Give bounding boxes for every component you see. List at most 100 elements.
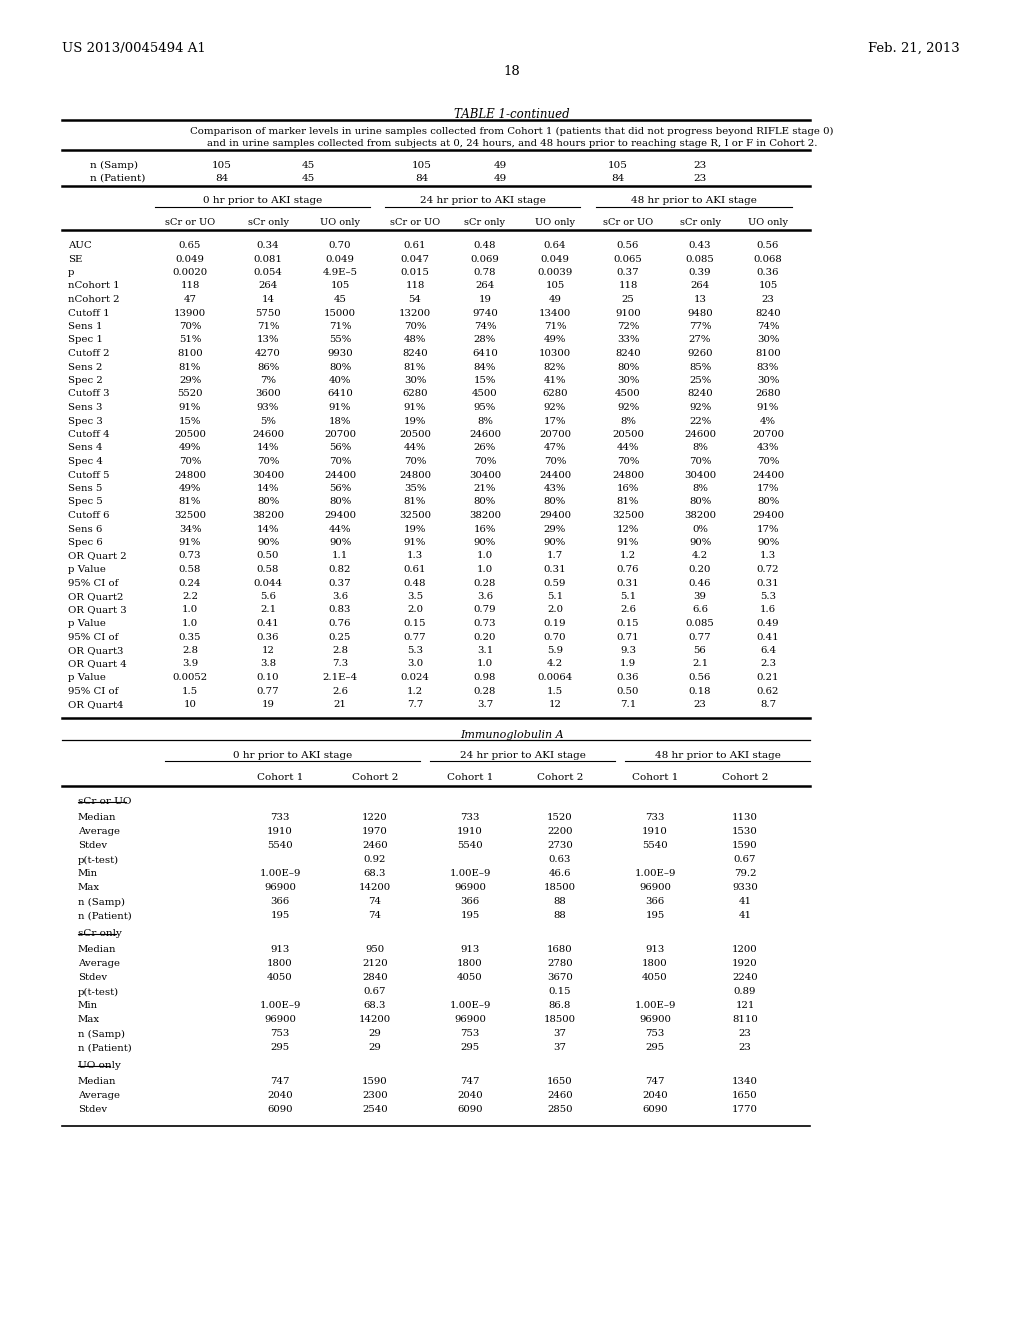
Text: 1770: 1770: [732, 1106, 758, 1114]
Text: 2240: 2240: [732, 974, 758, 982]
Text: 121: 121: [735, 1002, 755, 1011]
Text: Sens 1: Sens 1: [68, 322, 102, 331]
Text: 74%: 74%: [757, 322, 779, 331]
Text: sCr only: sCr only: [78, 929, 122, 939]
Text: 1.0: 1.0: [182, 619, 198, 628]
Text: 96900: 96900: [264, 1015, 296, 1024]
Text: Max: Max: [78, 883, 100, 892]
Text: 17%: 17%: [757, 484, 779, 492]
Text: 80%: 80%: [616, 363, 639, 371]
Text: 74: 74: [369, 912, 382, 920]
Text: 32500: 32500: [612, 511, 644, 520]
Text: 74: 74: [369, 898, 382, 907]
Text: 81%: 81%: [179, 498, 201, 507]
Text: 23: 23: [738, 1044, 752, 1052]
Text: 2460: 2460: [362, 842, 388, 850]
Text: sCr or UO: sCr or UO: [390, 218, 440, 227]
Text: 0.58: 0.58: [257, 565, 280, 574]
Text: 29%: 29%: [179, 376, 201, 385]
Text: 29400: 29400: [539, 511, 571, 520]
Text: 41%: 41%: [544, 376, 566, 385]
Text: 5.3: 5.3: [407, 645, 423, 655]
Text: 0.049: 0.049: [175, 255, 205, 264]
Text: Cohort 2: Cohort 2: [352, 774, 398, 783]
Text: 49: 49: [549, 294, 561, 304]
Text: 5.1: 5.1: [547, 591, 563, 601]
Text: 90%: 90%: [689, 539, 711, 546]
Text: 295: 295: [645, 1044, 665, 1052]
Text: 913: 913: [270, 945, 290, 954]
Text: 1.6: 1.6: [760, 606, 776, 615]
Text: 14: 14: [261, 294, 274, 304]
Text: 6090: 6090: [267, 1106, 293, 1114]
Text: nCohort 2: nCohort 2: [68, 294, 120, 304]
Text: 96900: 96900: [639, 1015, 671, 1024]
Text: 0.081: 0.081: [254, 255, 283, 264]
Text: 733: 733: [645, 813, 665, 822]
Text: 9330: 9330: [732, 883, 758, 892]
Text: Cutoff 2: Cutoff 2: [68, 348, 110, 358]
Text: Average: Average: [78, 1092, 120, 1101]
Text: 0.48: 0.48: [474, 242, 497, 249]
Text: 91%: 91%: [179, 539, 201, 546]
Text: 0.56: 0.56: [757, 242, 779, 249]
Text: 1920: 1920: [732, 960, 758, 969]
Text: 0.77: 0.77: [403, 632, 426, 642]
Text: 5520: 5520: [177, 389, 203, 399]
Text: 92%: 92%: [544, 403, 566, 412]
Text: 1800: 1800: [457, 960, 482, 969]
Text: Spec 3: Spec 3: [68, 417, 102, 425]
Text: 80%: 80%: [329, 363, 351, 371]
Text: 84%: 84%: [474, 363, 497, 371]
Text: 1650: 1650: [732, 1092, 758, 1101]
Text: 49%: 49%: [179, 444, 201, 453]
Text: 2040: 2040: [642, 1092, 668, 1101]
Text: 0.98: 0.98: [474, 673, 497, 682]
Text: Cohort 1: Cohort 1: [257, 774, 303, 783]
Text: 0 hr prior to AKI stage: 0 hr prior to AKI stage: [203, 195, 323, 205]
Text: Feb. 21, 2013: Feb. 21, 2013: [868, 42, 961, 55]
Text: 0.049: 0.049: [541, 255, 569, 264]
Text: 105: 105: [608, 161, 628, 170]
Text: p Value: p Value: [68, 619, 105, 628]
Text: 1590: 1590: [362, 1077, 388, 1086]
Text: 6090: 6090: [642, 1106, 668, 1114]
Text: 0.24: 0.24: [179, 578, 202, 587]
Text: 0.41: 0.41: [757, 632, 779, 642]
Text: 5.6: 5.6: [260, 591, 276, 601]
Text: 366: 366: [461, 898, 479, 907]
Text: 29400: 29400: [752, 511, 784, 520]
Text: Cohort 2: Cohort 2: [537, 774, 584, 783]
Text: 1.2: 1.2: [620, 552, 636, 561]
Text: 85%: 85%: [689, 363, 711, 371]
Text: 0.19: 0.19: [544, 619, 566, 628]
Text: 24 hr prior to AKI stage: 24 hr prior to AKI stage: [420, 195, 546, 205]
Text: 26%: 26%: [474, 444, 496, 453]
Text: 30%: 30%: [757, 376, 779, 385]
Text: 9260: 9260: [687, 348, 713, 358]
Text: 8240: 8240: [687, 389, 713, 399]
Text: 913: 913: [461, 945, 479, 954]
Text: 96900: 96900: [264, 883, 296, 892]
Text: SE: SE: [68, 255, 82, 264]
Text: Median: Median: [78, 813, 117, 822]
Text: OR Quart 2: OR Quart 2: [68, 552, 127, 561]
Text: 0.0020: 0.0020: [172, 268, 208, 277]
Text: 13900: 13900: [174, 309, 206, 318]
Text: 1.5: 1.5: [182, 686, 198, 696]
Text: 105: 105: [546, 281, 564, 290]
Text: 45: 45: [334, 294, 346, 304]
Text: 0.46: 0.46: [689, 578, 712, 587]
Text: 366: 366: [270, 898, 290, 907]
Text: 2680: 2680: [756, 389, 780, 399]
Text: 8%: 8%: [692, 444, 708, 453]
Text: 81%: 81%: [179, 363, 201, 371]
Text: 77%: 77%: [689, 322, 712, 331]
Text: 753: 753: [645, 1030, 665, 1039]
Text: 84: 84: [611, 174, 625, 183]
Text: n (Samp): n (Samp): [90, 161, 138, 170]
Text: 2.6: 2.6: [332, 686, 348, 696]
Text: sCr or UO: sCr or UO: [78, 797, 131, 807]
Text: 1.1: 1.1: [332, 552, 348, 561]
Text: 1130: 1130: [732, 813, 758, 822]
